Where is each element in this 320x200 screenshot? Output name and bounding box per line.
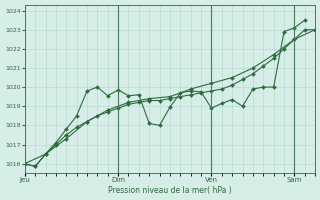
X-axis label: Pression niveau de la mer( hPa ): Pression niveau de la mer( hPa ) [108,186,232,195]
